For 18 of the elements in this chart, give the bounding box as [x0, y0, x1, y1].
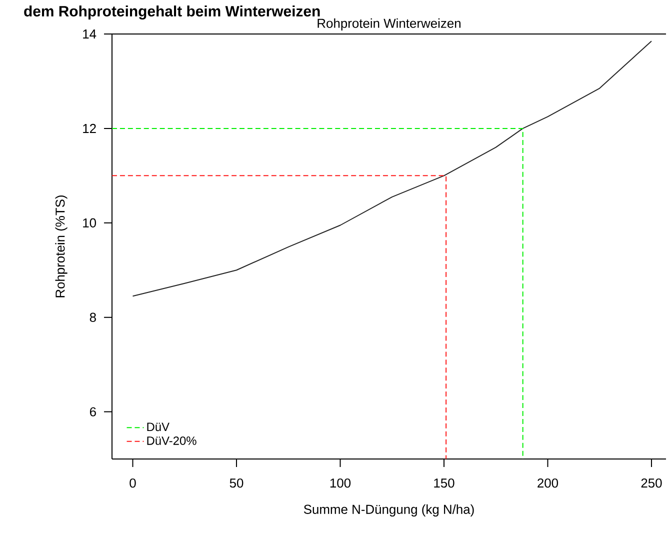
y-tick-label: 8: [90, 312, 96, 322]
x-tick-label: 100: [330, 478, 351, 488]
x-tick-label: 200: [538, 478, 558, 488]
x-tick-label: 250: [641, 478, 662, 488]
y-tick-label: 6: [90, 407, 96, 416]
legend-label: DüV: [147, 422, 170, 432]
x-tick-label: 50: [230, 478, 244, 488]
line-series: [132, 40, 652, 297]
chart-title: Rohprotein Winterweizen: [318, 18, 460, 30]
x-axis-title: Summe N-Düngung (kg N/ha): [304, 504, 474, 517]
y-tick-label: 10: [83, 218, 96, 228]
x-tick-label: 150: [434, 478, 454, 488]
legend-label: DüV-20%: [147, 436, 196, 445]
y-axis-title: Rohprotein (%TS): [55, 196, 68, 298]
y-tick-label: 14: [83, 30, 96, 38]
text: dem Rohproteingehalt beim Winterweizen: [24, 6, 320, 20]
x-tick-label: 0: [130, 478, 136, 488]
y-tick-label: 12: [83, 124, 96, 133]
